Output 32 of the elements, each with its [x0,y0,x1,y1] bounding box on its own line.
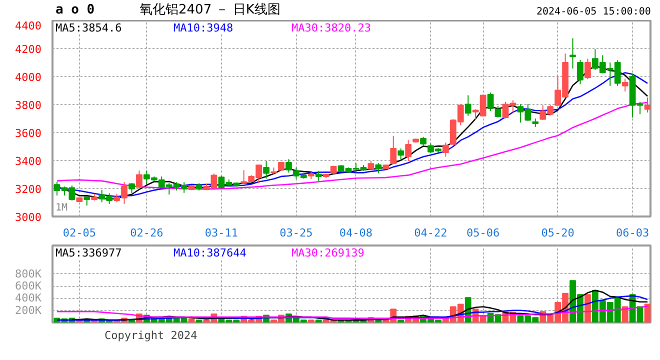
x-tick-label: 05-20 [541,226,574,240]
y-tick-label: 3400 [15,155,42,168]
x-tick-label: 02-26 [130,226,164,240]
chart-subtitle: 2024-06-05 15:00:00 [536,6,651,18]
y-tick-label: 3200 [15,183,42,196]
y-tick-label: 800K [15,267,42,280]
y-tick-label: 4200 [15,43,42,56]
x-tick-label: 05-06 [466,226,500,240]
y-tick-label: 3600 [15,127,42,140]
y-tick-label: 4400 [15,20,42,32]
text: Copyright 2024 [104,329,198,342]
text: MA5:336977 [56,246,122,260]
y-tick-label: 4000 [15,71,42,84]
annotation: 1M [56,202,68,214]
y-tick-label: 3000 [15,211,42,224]
x-tick-label: 04-22 [414,226,448,240]
text: MA5:3854.6 [56,22,122,34]
x-tick-label: 06-03 [616,226,650,240]
y-tick-label: 3800 [15,99,42,112]
text: a o 0 [56,2,95,18]
x-tick-label: 03-11 [204,226,238,240]
x-tick-label: 04-08 [339,226,373,240]
y-tick-label: 400K [15,292,42,305]
text: MA30:3820.23 [292,22,371,34]
y-tick-label: 600K [15,280,42,293]
x-tick-label: 02-05 [62,226,96,240]
text: MA10:387644 [174,246,247,260]
text: MA30:269139 [292,246,364,260]
text: MA10:3948 [174,22,234,34]
y-tick-label: 200K [15,304,42,317]
chart-title: 氧化铝2407 － 日K线图 [140,2,280,18]
x-tick-label: 03-25 [280,226,313,240]
